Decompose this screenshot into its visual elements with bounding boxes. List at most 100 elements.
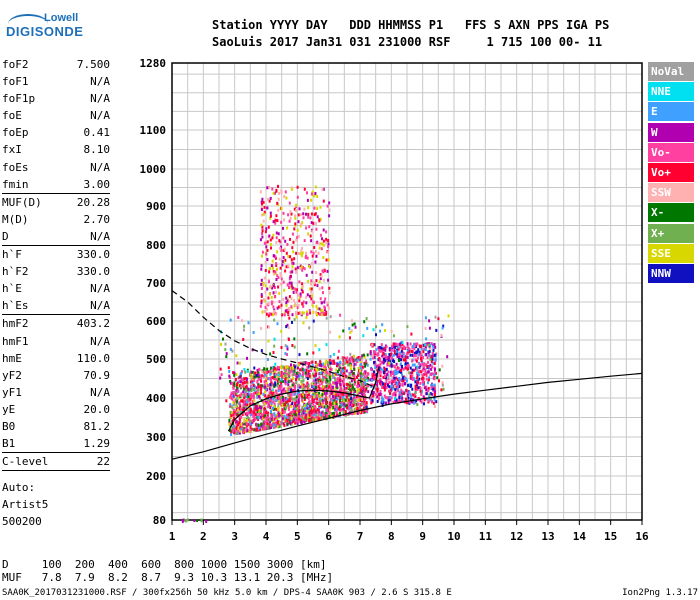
echo-point (348, 327, 351, 331)
echo-point (262, 200, 265, 204)
echo-point (288, 285, 291, 289)
echo-point (252, 415, 255, 419)
echo-point (229, 429, 231, 432)
echo-point (322, 239, 325, 243)
echo-point (356, 398, 359, 402)
echo-point (308, 418, 311, 422)
echo-point (265, 307, 268, 311)
echo-point (295, 238, 298, 242)
echo-point (245, 420, 248, 424)
echo-point (343, 393, 346, 397)
param-value: 2.70 (83, 212, 111, 226)
param-name: foF1 (2, 75, 29, 89)
echo-point (296, 306, 299, 309)
echo-point (279, 272, 282, 276)
echo-point (263, 427, 266, 431)
echo-point (237, 316, 240, 319)
param-row: MUF(D) 20.28 (2, 194, 110, 211)
echo-point (431, 400, 433, 404)
echo-point (315, 227, 318, 231)
param-row: foE N/A (2, 107, 110, 124)
echo-point (434, 358, 437, 362)
echo-point (410, 394, 413, 398)
echo-point (335, 413, 338, 417)
echo-point (252, 413, 255, 417)
echo-point (294, 384, 297, 388)
echo-point (392, 353, 395, 357)
echo-point (310, 212, 313, 216)
echo-point (324, 361, 327, 365)
echo-point (396, 381, 399, 385)
echo-point (398, 380, 401, 384)
echo-point (301, 290, 304, 294)
echo-point (246, 392, 249, 396)
echo-point (331, 385, 334, 389)
echo-point (339, 370, 342, 374)
echo-point (355, 396, 358, 400)
echo-point (351, 412, 354, 416)
echo-point (268, 426, 271, 430)
echo-point (419, 399, 422, 403)
echo-point (248, 393, 251, 397)
echo-point (306, 416, 309, 420)
echo-point (266, 419, 269, 423)
echo-point (277, 413, 280, 417)
echo-point (291, 383, 294, 387)
echo-point (280, 329, 283, 333)
echo-point (228, 374, 231, 378)
echo-point (265, 227, 268, 231)
x-tick-label: 11 (479, 530, 493, 543)
echo-point (373, 362, 376, 366)
echo-point (315, 416, 318, 419)
y-tick-label: 1280 (140, 57, 167, 70)
echo-point (288, 380, 290, 383)
echo-point (231, 411, 233, 415)
echo-point (266, 248, 269, 252)
echo-point (289, 421, 292, 425)
echo-point (225, 352, 228, 356)
echo-point (331, 372, 334, 376)
echo-point (429, 392, 432, 396)
echo-point (402, 345, 405, 349)
echo-point (272, 270, 275, 273)
echo-point (286, 387, 289, 391)
echo-point (239, 394, 242, 398)
echo-point (330, 385, 333, 389)
echo-point (380, 346, 383, 350)
echo-point (415, 359, 418, 363)
echo-point (305, 387, 308, 391)
echo-point (362, 390, 365, 394)
echo-point (281, 403, 284, 407)
echo-point (320, 301, 323, 305)
echo-point (365, 375, 368, 379)
echo-point (325, 378, 328, 382)
echo-point (236, 361, 239, 365)
echo-point (333, 352, 335, 356)
echo-point (433, 390, 436, 394)
x-tick-label: 3 (231, 530, 238, 543)
echo-point (297, 293, 300, 297)
echo-point (426, 370, 429, 374)
echo-point (290, 297, 293, 301)
echo-point (360, 389, 363, 393)
echo-point (404, 360, 407, 364)
echo-point (251, 376, 254, 380)
echo-point (345, 374, 348, 378)
echo-point (234, 409, 237, 413)
echo-point (309, 216, 312, 220)
echo-point (265, 245, 268, 249)
echo-point (225, 399, 228, 403)
legend-item: X- (648, 203, 694, 223)
echo-point (286, 347, 289, 351)
echo-point (238, 401, 241, 405)
echo-point (385, 356, 388, 360)
echo-point (372, 376, 375, 380)
echo-point (394, 397, 397, 401)
echo-point (318, 391, 321, 395)
echo-point (316, 313, 319, 317)
echo-point (381, 396, 384, 400)
echo-point (315, 241, 318, 245)
echo-point (229, 403, 232, 407)
echo-point (311, 270, 314, 274)
echo-point (291, 246, 294, 250)
